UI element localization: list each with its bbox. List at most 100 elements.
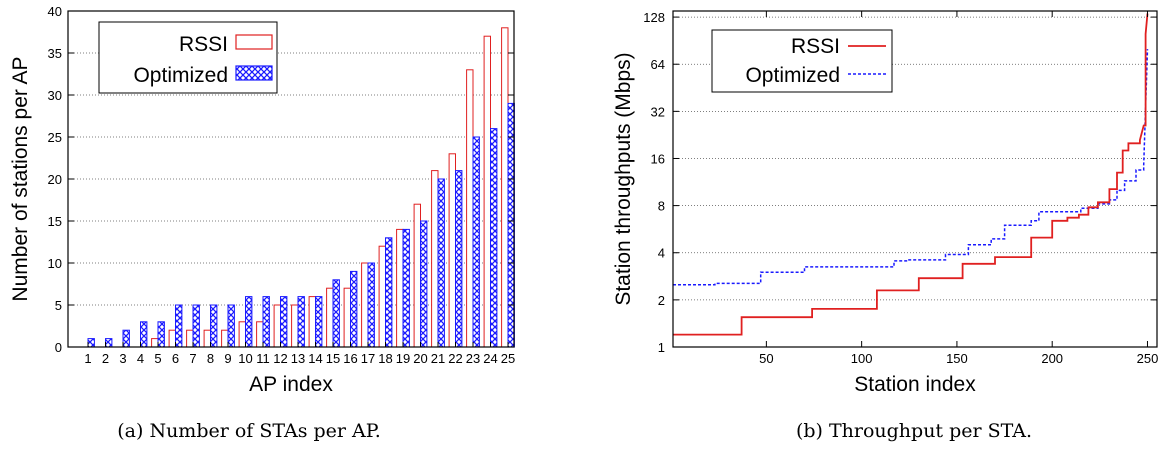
chart-a-x-axis-label: AP index xyxy=(249,373,333,396)
chart-a-y-tick-label: 5 xyxy=(55,298,62,313)
chart-a-x-tick-label: 13 xyxy=(291,351,305,366)
chart-a-bar-optimized xyxy=(245,296,253,348)
chart-a-bar-rssi xyxy=(466,69,474,348)
chart-a-bar-optimized xyxy=(140,321,148,348)
chart-b-x-tick-label: 100 xyxy=(851,351,873,366)
chart-b-legend-box xyxy=(711,29,893,93)
chart-a-y-tick-label: 30 xyxy=(48,88,62,103)
chart-b-y-tick-label: 128 xyxy=(643,10,665,25)
chart-a-bar-rssi xyxy=(378,245,387,348)
chart-a-x-tick-label: 8 xyxy=(207,351,214,366)
chart-a-x-tick-label: 11 xyxy=(256,351,270,366)
chart-a-bar-optimized xyxy=(350,270,358,348)
chart-a-bar-rssi xyxy=(483,35,492,348)
chart-a-x-tick-label: 24 xyxy=(483,351,497,366)
chart-a-bar-optimized xyxy=(105,338,113,348)
chart-a-bar-rssi xyxy=(203,329,212,348)
chart-a-bar-optimized xyxy=(262,296,270,348)
chart-a-bars xyxy=(87,27,515,348)
chart-b-y-tick-label: 64 xyxy=(651,57,665,72)
chart-a-x-tick-label: 15 xyxy=(326,351,340,366)
chart-a-bar-optimized xyxy=(157,321,165,348)
chart-a-gridlines xyxy=(68,52,514,306)
chart-b: 1 2 4 8 16 32 64 128 50 100 150 200 250 Station ind… xyxy=(612,10,1158,442)
chart-a-x-tick-label: 7 xyxy=(189,351,196,366)
chart-a-legend-swatch-rssi xyxy=(235,34,273,50)
chart-a-x-tick-label: 21 xyxy=(431,351,445,366)
chart-a-bar-rssi xyxy=(151,338,159,348)
chart-b-line-rssi xyxy=(673,13,1149,336)
chart-a-bar-optimized xyxy=(490,128,498,348)
chart-a-legend-swatch-optimized xyxy=(235,65,273,81)
chart-a-x-tick-label: 5 xyxy=(154,351,161,366)
chart-a-bar-optimized xyxy=(280,296,288,348)
chart-a-bar-optimized xyxy=(402,228,410,348)
chart-b-x-axis-label: Station index xyxy=(854,373,976,396)
chart-a-x-ticks: 1 2 3 4 5 6 7 8 9 10 11 12 13 14 15 16 17 18 19 20 21 22 23 24 2… xyxy=(84,342,515,366)
chart-a-bar-rssi xyxy=(168,329,177,348)
chart-a-x-tick-label: 10 xyxy=(238,351,252,366)
chart-a-bar-rssi xyxy=(256,321,264,348)
chart-a-caption: (a) Number of STAs per AP. xyxy=(117,420,381,442)
chart-a-bar-rssi xyxy=(273,304,282,348)
chart-a-bar-optimized xyxy=(367,262,375,348)
chart-a-x-tick-label: 19 xyxy=(396,351,410,366)
chart-a-bar-rssi xyxy=(361,262,369,348)
chart-a-x-tick-label: 2 xyxy=(102,351,109,366)
chart-a-bar-optimized xyxy=(227,304,235,348)
chart-b-y-tick-label: 8 xyxy=(658,199,665,214)
chart-a-bar-optimized xyxy=(455,170,463,348)
chart-a-bar-rssi xyxy=(291,304,299,348)
chart-b-y-axis-label: Station throughputs (Mbps) xyxy=(612,52,635,305)
chart-b-x-tick-label: 250 xyxy=(1137,351,1159,366)
chart-a-x-tick-label: 22 xyxy=(448,351,462,366)
chart-b-x-tick-label: 200 xyxy=(1041,351,1063,366)
chart-a-bar-rssi xyxy=(326,287,334,348)
chart-b-y-ticks: 1 2 4 8 16 32 64 128 xyxy=(643,10,1157,355)
chart-b-y-tick-label: 16 xyxy=(651,151,665,166)
chart-a-y-tick-label: 0 xyxy=(55,340,62,355)
chart-b-lines xyxy=(673,13,1149,336)
chart-a-bar-rssi xyxy=(238,321,247,348)
chart-a-x-tick-label: 12 xyxy=(273,351,287,366)
chart-a-x-tick-label: 20 xyxy=(413,351,427,366)
chart-a-y-tick-label: 15 xyxy=(48,214,62,229)
chart-a-x-tick-label: 23 xyxy=(466,351,480,366)
chart-a-legend-label-rssi: RSSI xyxy=(179,33,228,56)
chart-a-legend-box xyxy=(98,21,278,94)
chart-b-frame xyxy=(672,10,1158,348)
chart-a-y-tick-label: 25 xyxy=(48,130,62,145)
chart-a-bar-rssi xyxy=(186,329,194,348)
chart-b-y-tick-label: 4 xyxy=(658,246,665,261)
chart-a-x-tick-label: 6 xyxy=(172,351,179,366)
chart-a-bar-rssi xyxy=(396,228,404,348)
chart-b-legend-label-rssi: RSSI xyxy=(791,35,840,58)
chart-a-bar-optimized xyxy=(87,338,95,348)
chart-a-legend-label-optimized: Optimized xyxy=(133,64,228,87)
chart-a-y-tick-label: 20 xyxy=(48,172,62,187)
chart-a-bar-rssi xyxy=(501,27,509,348)
chart-a-bar-optimized xyxy=(175,304,183,348)
chart-a-bar-optimized xyxy=(192,304,200,348)
chart-a-bar-rssi xyxy=(413,203,422,348)
chart-b-caption: (b) Throughput per STA. xyxy=(796,420,1032,442)
chart-a-x-tick-label: 25 xyxy=(501,351,515,366)
chart-a-bar-optimized xyxy=(210,304,218,348)
chart-b-y-tick-label: 32 xyxy=(651,104,665,119)
chart-b-x-tick-label: 150 xyxy=(946,351,968,366)
chart-a-bar-optimized xyxy=(437,178,445,348)
chart-a-bar-rssi xyxy=(431,170,439,348)
chart-a-y-ticks: 0 5 10 15 20 25 30 35 40 xyxy=(48,4,514,355)
chart-b-x-tick-label: 50 xyxy=(759,351,773,366)
chart-a-bar-optimized xyxy=(472,136,480,348)
chart-a-bar-optimized xyxy=(385,237,393,348)
chart-a-x-tick-label: 3 xyxy=(119,351,126,366)
chart-b-legend-label-optimized: Optimized xyxy=(745,64,840,87)
chart-a-y-tick-label: 40 xyxy=(48,4,62,19)
chart-a-bar-optimized xyxy=(420,220,428,348)
chart-a-y-axis-label: Number of stations per AP xyxy=(9,56,32,301)
chart-a-x-tick-label: 16 xyxy=(343,351,357,366)
chart-a-bar-rssi xyxy=(221,329,229,348)
chart-a-bar-rssi xyxy=(308,296,317,348)
